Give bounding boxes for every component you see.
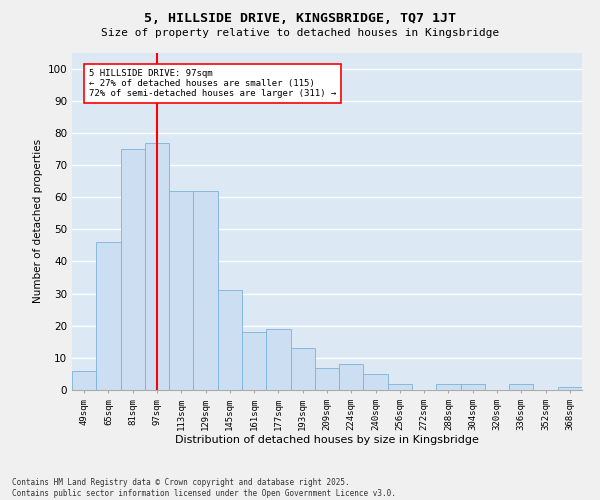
Bar bbox=[193, 190, 218, 390]
Bar bbox=[339, 364, 364, 390]
Bar bbox=[461, 384, 485, 390]
Bar bbox=[388, 384, 412, 390]
Text: 5, HILLSIDE DRIVE, KINGSBRIDGE, TQ7 1JT: 5, HILLSIDE DRIVE, KINGSBRIDGE, TQ7 1JT bbox=[144, 12, 456, 26]
Bar bbox=[242, 332, 266, 390]
Bar bbox=[315, 368, 339, 390]
Bar bbox=[509, 384, 533, 390]
Bar bbox=[121, 149, 145, 390]
Text: Contains HM Land Registry data © Crown copyright and database right 2025.
Contai: Contains HM Land Registry data © Crown c… bbox=[12, 478, 396, 498]
Bar bbox=[266, 329, 290, 390]
Bar bbox=[218, 290, 242, 390]
Text: 5 HILLSIDE DRIVE: 97sqm
← 27% of detached houses are smaller (115)
72% of semi-d: 5 HILLSIDE DRIVE: 97sqm ← 27% of detache… bbox=[89, 68, 336, 98]
Bar bbox=[96, 242, 121, 390]
Text: Size of property relative to detached houses in Kingsbridge: Size of property relative to detached ho… bbox=[101, 28, 499, 38]
Bar bbox=[72, 370, 96, 390]
X-axis label: Distribution of detached houses by size in Kingsbridge: Distribution of detached houses by size … bbox=[175, 436, 479, 446]
Y-axis label: Number of detached properties: Number of detached properties bbox=[34, 139, 43, 304]
Bar bbox=[558, 387, 582, 390]
Bar bbox=[169, 190, 193, 390]
Bar bbox=[436, 384, 461, 390]
Bar bbox=[290, 348, 315, 390]
Bar bbox=[364, 374, 388, 390]
Bar bbox=[145, 142, 169, 390]
